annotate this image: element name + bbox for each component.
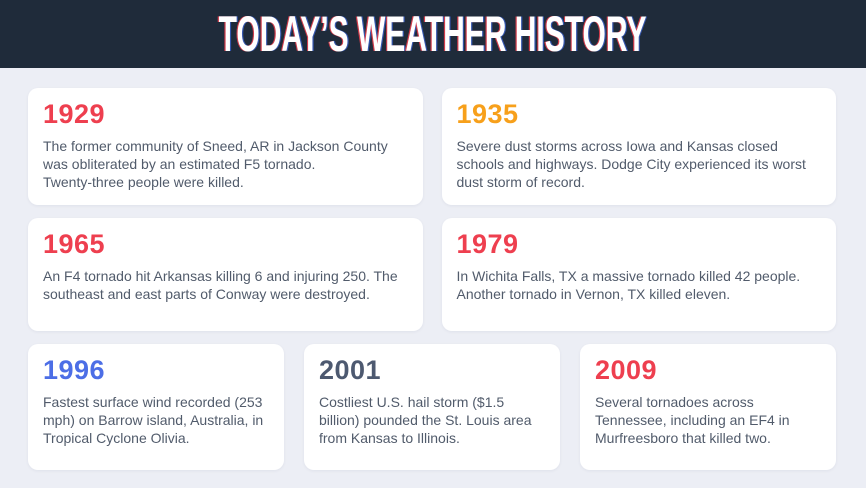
event-year: 1965 [43, 229, 106, 259]
event-year: 1935 [456, 99, 519, 129]
event-card-2009: 2009 Several tornadoes across Tennessee,… [580, 344, 836, 470]
page-title: TODAY’S WEATHER HISTORY [219, 6, 647, 62]
event-card-1996: 1996 Fastest surface wind recorded (253 … [28, 344, 284, 470]
weather-history-content: 1929 The former community of Sneed, AR i… [0, 68, 866, 488]
event-grid-bottom: 1996 Fastest surface wind recorded (253 … [28, 344, 836, 470]
event-description: An F4 tornado hit Arkansas killing 6 and… [43, 267, 398, 302]
event-description: Several tornadoes across Tennessee, incl… [595, 393, 790, 446]
event-description: Fastest surface wind recorded (253 mph) … [43, 393, 264, 446]
event-description: In Wichita Falls, TX a massive tornado k… [456, 267, 801, 302]
event-card-1929: 1929 The former community of Sneed, AR i… [28, 88, 423, 205]
event-description: The former community of Sneed, AR in Jac… [43, 137, 388, 190]
event-year: 1979 [456, 229, 519, 259]
event-description: Costliest U.S. hail storm ($1.5 billion)… [319, 393, 532, 446]
page-header: TODAY’S WEATHER HISTORY [0, 0, 866, 68]
event-card-1979: 1979 In Wichita Falls, TX a massive torn… [441, 218, 836, 331]
event-card-2001: 2001 Costliest U.S. hail storm ($1.5 bil… [304, 344, 560, 470]
event-year: 2009 [595, 355, 658, 385]
event-year: 1929 [43, 99, 106, 129]
event-grid-top: 1929 The former community of Sneed, AR i… [28, 88, 836, 331]
event-card-1935: 1935 Severe dust storms across Iowa and … [441, 88, 836, 205]
event-description: Severe dust storms across Iowa and Kansa… [456, 137, 806, 190]
event-year: 2001 [319, 355, 382, 385]
event-year: 1996 [43, 355, 106, 385]
event-card-1965: 1965 An F4 tornado hit Arkansas killing … [28, 218, 423, 331]
